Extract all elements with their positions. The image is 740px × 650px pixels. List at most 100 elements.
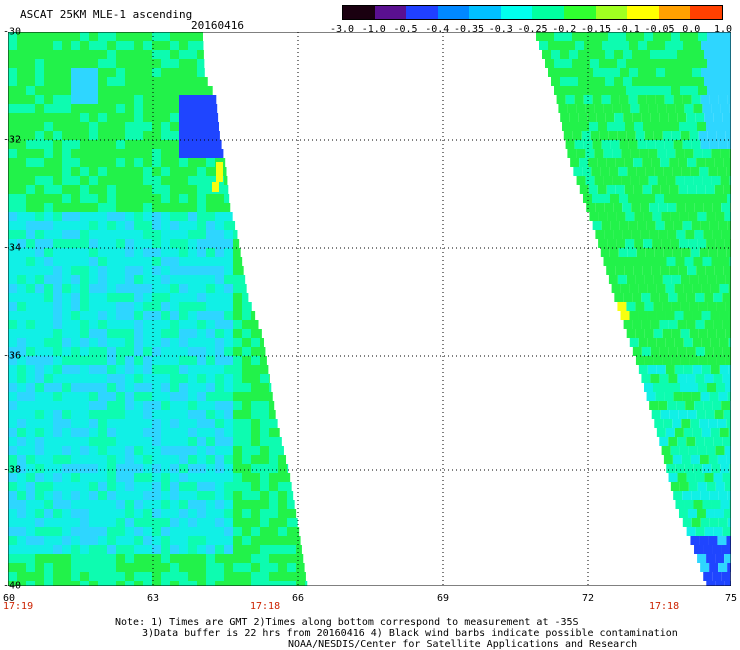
wind-cell — [35, 221, 44, 230]
wind-cell — [98, 86, 107, 95]
wind-cell — [697, 482, 707, 491]
wind-cell — [197, 257, 206, 266]
wind-cell — [215, 302, 224, 311]
colorbar-label: -3.0 — [329, 24, 355, 35]
wind-cell — [206, 572, 215, 581]
wind-cell — [233, 392, 242, 401]
wind-cell — [143, 140, 152, 149]
wind-cell — [17, 248, 26, 257]
wind-cell — [719, 365, 729, 374]
wind-cell — [715, 581, 725, 586]
wind-cell — [44, 518, 53, 527]
wind-cell — [62, 563, 71, 572]
wind-cell — [89, 365, 98, 374]
wind-cell — [197, 221, 206, 230]
wind-cell — [107, 86, 116, 95]
wind-cell — [215, 383, 224, 392]
longitude-label: 69 — [436, 593, 450, 604]
wind-cell — [587, 50, 596, 59]
wind-cell — [242, 473, 251, 482]
wind-cell — [143, 122, 152, 131]
wind-cell — [188, 68, 197, 77]
wind-cell — [53, 536, 62, 545]
wind-cell — [170, 401, 179, 410]
wind-cell — [197, 383, 206, 392]
colorbar-swatch — [564, 6, 596, 19]
wind-cell — [152, 194, 161, 203]
wind-cell — [666, 104, 676, 113]
wind-cell — [709, 95, 719, 104]
wind-cell — [224, 311, 233, 320]
wind-cell — [107, 131, 116, 140]
wind-cell — [53, 365, 62, 374]
wind-cell — [685, 401, 695, 410]
wind-cell — [251, 320, 259, 329]
wind-cell — [668, 50, 677, 59]
wind-cell — [98, 113, 107, 122]
wind-cell — [610, 140, 620, 149]
wind-cell — [8, 500, 17, 509]
wind-cell — [53, 257, 62, 266]
wind-cell — [107, 446, 116, 455]
wind-cell — [607, 212, 617, 221]
wind-cell — [642, 266, 652, 275]
wind-cell — [215, 95, 217, 104]
wind-cell — [125, 491, 134, 500]
wind-cell — [655, 95, 665, 104]
wind-cell — [80, 365, 89, 374]
wind-cell — [152, 500, 161, 509]
wind-cell — [605, 50, 614, 59]
swath-time-right: 17:18 — [649, 601, 680, 612]
wind-cell — [161, 50, 170, 59]
wind-cell — [704, 113, 714, 122]
wind-cell — [269, 545, 278, 554]
wind-cell — [125, 437, 134, 446]
wind-cell — [703, 203, 713, 212]
wind-cell — [197, 500, 206, 509]
wind-cell — [652, 239, 662, 248]
wind-cell — [134, 356, 143, 365]
wind-cell — [35, 59, 44, 68]
wind-cell — [635, 86, 644, 95]
wind-cell — [107, 185, 116, 194]
wind-cell — [606, 266, 616, 275]
wind-cell — [548, 41, 557, 50]
wind-cell — [125, 95, 134, 104]
wind-cell — [699, 536, 709, 545]
wind-cell — [197, 509, 206, 518]
wind-cell — [197, 212, 206, 221]
wind-cell — [107, 365, 116, 374]
wind-cell — [17, 563, 26, 572]
wind-cell — [62, 536, 71, 545]
map-date: 20160416 — [191, 19, 244, 32]
wind-cell — [8, 473, 17, 482]
wind-cell — [650, 374, 660, 383]
wind-cell — [188, 203, 197, 212]
wind-cell — [35, 149, 44, 158]
wind-cell — [143, 41, 152, 50]
wind-cell — [80, 77, 89, 86]
wind-cell — [125, 518, 134, 527]
wind-cell — [161, 185, 170, 194]
wind-cell — [71, 581, 80, 586]
wind-cell — [71, 122, 80, 131]
wind-cell — [724, 554, 731, 563]
wind-cell — [673, 95, 683, 104]
wind-cell — [26, 311, 35, 320]
wind-cell — [718, 518, 728, 527]
wind-cell — [107, 149, 116, 158]
wind-cell — [89, 491, 98, 500]
wind-cell — [179, 32, 188, 41]
colorbar-label: -0.15 — [580, 24, 612, 35]
wind-cell — [666, 464, 676, 473]
wind-cell — [62, 230, 71, 239]
wind-cell — [574, 95, 584, 104]
wind-cell — [71, 527, 80, 536]
wind-cell — [576, 176, 586, 185]
wind-cell — [563, 131, 573, 140]
wind-cell — [686, 527, 696, 536]
wind-cell — [206, 392, 215, 401]
wind-cell — [233, 266, 242, 275]
wind-cell — [44, 302, 53, 311]
wind-cell — [724, 239, 731, 248]
